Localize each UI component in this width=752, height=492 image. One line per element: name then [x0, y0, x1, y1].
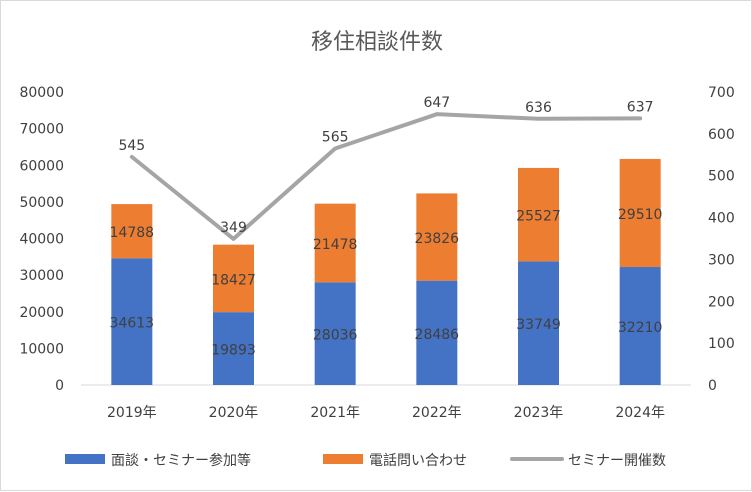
bar-data-label: 23826 [415, 231, 460, 247]
left-tick-label: 70000 [19, 122, 64, 138]
bar-phone-inquiry [619, 158, 661, 268]
bar-data-label: 25527 [516, 209, 561, 225]
data-labels: 34613 14788 19893 18427 28036 21478 28486 23826… [110, 95, 663, 358]
left-tick-label: 40000 [19, 232, 64, 248]
bar-phone-inquiry [518, 167, 559, 262]
seminar-count-point [333, 147, 337, 151]
legend-swatch [323, 454, 363, 464]
category-label: 2019年 [107, 405, 157, 421]
left-tick-label: 0 [55, 378, 64, 394]
seminar-count-point [537, 117, 540, 121]
line-data-label: 545 [118, 138, 145, 154]
bar-data-label: 34613 [110, 316, 155, 332]
bars [111, 158, 661, 385]
legend-item-seminar-count: セミナー開催数 [510, 453, 666, 469]
category-label: 2021年 [310, 405, 360, 421]
chart-title: 移住相談件数 [311, 30, 443, 55]
left-tick-label: 30000 [19, 268, 64, 284]
bar-data-label: 14788 [110, 225, 155, 241]
bar-data-label: 21478 [313, 237, 358, 253]
line-series [129, 112, 643, 241]
bar-data-label: 28486 [415, 327, 460, 343]
right-tick-label: 500 [708, 169, 735, 185]
bar-meeting-seminar [518, 261, 559, 385]
legend-item-meeting-seminar: 面談・セミナー参加等 [65, 452, 251, 469]
legend: 面談・セミナー参加等 電話問い合わせ セミナー開催数 [65, 452, 666, 469]
bar-phone-inquiry [111, 204, 153, 259]
line-data-label: 636 [525, 100, 552, 116]
legend-swatch [65, 454, 105, 464]
bar-data-label: 18427 [211, 272, 256, 288]
line-data-label: 349 [220, 220, 247, 236]
bar-meeting-seminar [111, 258, 153, 385]
right-tick-label: 100 [708, 336, 735, 352]
right-tick-label: 600 [708, 127, 735, 143]
right-tick-label: 400 [708, 211, 735, 227]
seminar-count-line [129, 112, 643, 241]
bar-phone-inquiry [314, 203, 356, 283]
seminar-count-point [638, 116, 642, 120]
left-tick-label: 60000 [19, 158, 64, 174]
bar-meeting-seminar [619, 267, 661, 385]
category-label: 2022年 [412, 405, 462, 421]
bar-meeting-seminar [314, 282, 356, 385]
bar-phone-inquiry [213, 244, 254, 313]
legend-label: 電話問い合わせ [369, 452, 467, 469]
bar-meeting-seminar [416, 280, 458, 385]
left-tick-label: 10000 [19, 341, 64, 357]
right-tick-label: 300 [708, 252, 735, 268]
left-tick-label: 80000 [19, 85, 64, 101]
seminar-count-point [435, 112, 439, 116]
bar-data-label: 32210 [618, 320, 663, 336]
right-tick-label: 200 [708, 294, 735, 310]
bar-data-label: 28036 [313, 328, 358, 344]
left-axis: 0 10000 20000 30000 40000 50000 60000 70000 8000… [19, 85, 64, 394]
line-data-label: 637 [627, 99, 654, 115]
left-tick-label: 50000 [19, 195, 64, 211]
seminar-count-point [130, 155, 134, 159]
legend-label: 面談・セミナー参加等 [111, 452, 251, 469]
line-data-label: 647 [423, 95, 450, 111]
seminar-count-point [232, 237, 235, 241]
line-data-label: 565 [322, 130, 349, 146]
right-tick-label: 700 [708, 85, 735, 101]
category-label: 2024年 [615, 405, 665, 421]
bar-data-label: 33749 [516, 317, 561, 333]
category-label: 2023年 [514, 405, 564, 421]
legend-item-phone-inquiry: 電話問い合わせ [323, 452, 467, 469]
x-axis: 2019年 2020年 2021年 2022年 2023年 2024年 [81, 384, 691, 421]
right-tick-label: 0 [708, 378, 717, 394]
bar-phone-inquiry [416, 193, 458, 281]
right-axis: 0 100 200 300 400 500 600 700 [708, 85, 735, 394]
bar-data-label: 29510 [618, 207, 663, 223]
left-tick-label: 20000 [19, 305, 64, 321]
legend-label: セミナー開催数 [568, 453, 666, 469]
bar-meeting-seminar [213, 312, 254, 385]
bar-data-label: 19893 [211, 343, 256, 359]
category-label: 2020年 [209, 405, 259, 421]
